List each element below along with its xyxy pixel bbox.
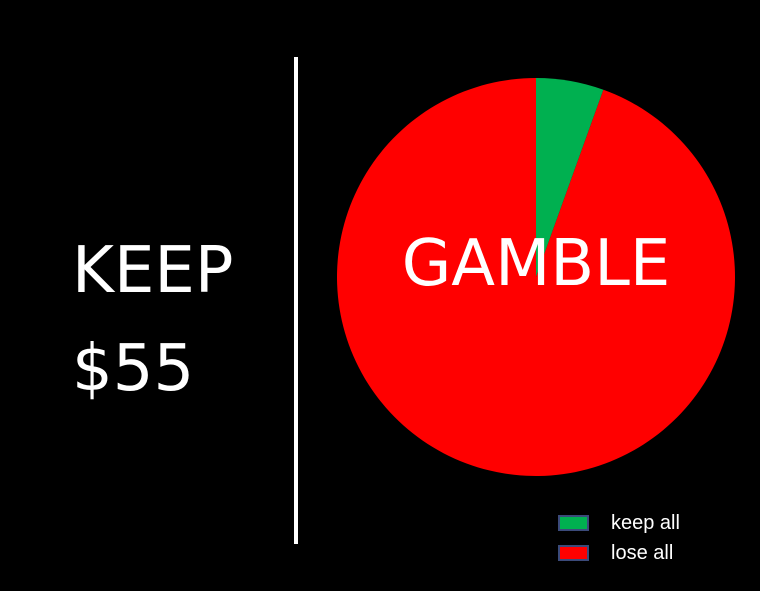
keep-option[interactable]: KEEP $55 xyxy=(72,222,272,418)
keep-label: KEEP xyxy=(72,234,234,308)
pie-slice-lose-all xyxy=(337,78,735,476)
chart-legend: keep all lose all xyxy=(558,508,680,568)
pie-slice-keep-all xyxy=(536,78,604,277)
legend-swatch-lose-all xyxy=(558,545,589,561)
gamble-label: GAMBLE xyxy=(401,227,671,301)
option-divider xyxy=(294,57,298,544)
legend-item-lose-all: lose all xyxy=(558,538,680,568)
keep-amount: $55 xyxy=(72,332,195,406)
legend-swatch-keep-all xyxy=(558,515,589,531)
legend-item-keep-all: keep all xyxy=(558,508,680,538)
legend-label-keep-all: keep all xyxy=(611,511,680,534)
legend-label-lose-all: lose all xyxy=(611,541,674,564)
